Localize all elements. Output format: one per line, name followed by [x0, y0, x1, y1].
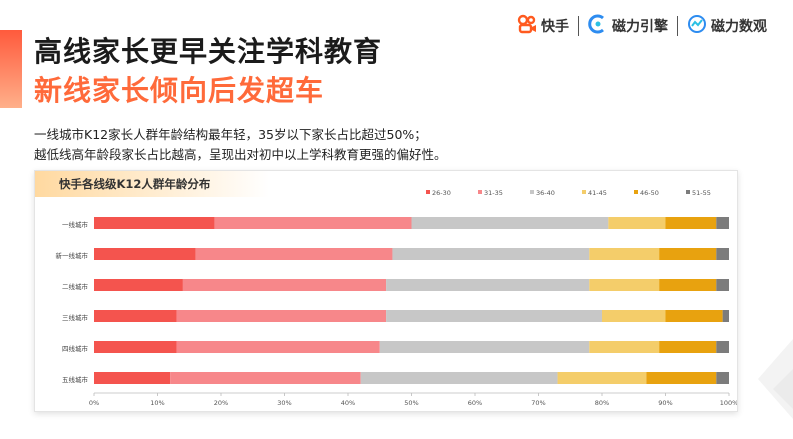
bar-segment: [360, 372, 558, 384]
bar-segment: [589, 248, 660, 260]
bar-segment: [602, 310, 666, 322]
logo-divider: [578, 16, 579, 36]
bar-segment: [176, 310, 387, 322]
cili-shuguan-logo: 磁力数观: [687, 14, 767, 38]
x-tick-label: 80%: [595, 399, 609, 407]
bar-segment: [411, 217, 609, 229]
cili-shuguan-icon: [687, 14, 707, 38]
brand-logos: 快手 磁力引擎 磁力数观: [517, 14, 767, 38]
bar-segment: [94, 217, 215, 229]
legend-label: 31-35: [484, 189, 503, 197]
legend-label: 46-50: [640, 189, 659, 197]
corner-decoration: [758, 339, 793, 419]
bar-segment: [665, 217, 717, 229]
bar-segment: [176, 341, 380, 353]
description: 一线城市K12家长人群年龄结构最年轻，35岁以下家长占比超过50%； 越低线高年…: [34, 125, 447, 165]
legend-label: 41-45: [588, 189, 607, 197]
bar-segment: [659, 341, 717, 353]
bar-segment: [608, 217, 666, 229]
kuaishou-label: 快手: [541, 19, 569, 35]
kuaishou-logo: 快手: [517, 14, 569, 38]
bar-segment: [170, 372, 361, 384]
bar-segment: [716, 279, 729, 291]
x-tick-label: 40%: [341, 399, 355, 407]
chart-title: 快手各线级K12人群年龄分布: [35, 171, 269, 197]
description-line-2: 越低线高年龄段家长占比越高，呈现出对初中以上学科教育更强的偏好性。: [34, 147, 447, 162]
bar-segment: [716, 372, 729, 384]
legend-swatch: [478, 190, 482, 194]
bar-segment: [716, 217, 729, 229]
x-tick-label: 0%: [89, 399, 99, 407]
bar-segment: [392, 248, 590, 260]
bar-segment: [589, 341, 660, 353]
legend-swatch: [582, 190, 586, 194]
bar-segment: [716, 248, 729, 260]
bar-segment: [386, 310, 602, 322]
x-tick-label: 30%: [277, 399, 291, 407]
bar-segment: [379, 341, 590, 353]
page-subtitle: 新线家长倾向后发超车: [34, 74, 325, 107]
cili-engine-icon: [588, 14, 608, 38]
bar-segment: [386, 279, 590, 291]
kuaishou-icon: [517, 14, 537, 38]
bar-segment: [665, 310, 723, 322]
legend-label: 51-55: [692, 189, 711, 197]
x-tick-label: 20%: [214, 399, 228, 407]
bar-segment: [659, 279, 717, 291]
bar-segment: [557, 372, 647, 384]
legend-label: 26-30: [432, 189, 451, 197]
legend-swatch: [634, 190, 638, 194]
category-label: 三线城市: [62, 313, 89, 322]
bar-segment: [646, 372, 717, 384]
bar-segment: [722, 310, 729, 322]
bar-segment: [182, 279, 387, 291]
category-label: 五线城市: [62, 375, 89, 384]
title-accent-bar: [0, 30, 22, 108]
x-tick-label: 90%: [658, 399, 672, 407]
bar-segment: [94, 341, 177, 353]
bar-segment: [716, 341, 729, 353]
bar-segment: [94, 248, 196, 260]
category-label: 新一线城市: [56, 251, 89, 260]
chart-card: 快手各线级K12人群年龄分布 26-30 31-35 36-40 41-45 46-50…: [34, 170, 738, 412]
legend-swatch: [426, 190, 430, 194]
x-tick-label: 70%: [531, 399, 545, 407]
bar-segment: [94, 310, 177, 322]
cili-shuguan-label: 磁力数观: [711, 19, 767, 35]
bar-segment: [94, 279, 183, 291]
cili-engine-logo: 磁力引擎: [588, 14, 668, 38]
legend-swatch: [530, 190, 534, 194]
cili-engine-label: 磁力引擎: [612, 19, 668, 35]
x-tick-label: 100%: [720, 399, 737, 407]
legend-swatch: [686, 190, 690, 194]
bar-segment: [589, 279, 660, 291]
x-tick-label: 60%: [468, 399, 482, 407]
category-label: 一线城市: [62, 220, 89, 229]
category-label: 四线城市: [62, 344, 89, 353]
bar-segment: [195, 248, 393, 260]
legend-label: 36-40: [536, 189, 555, 197]
stacked-bar-chart: 26-30 31-35 36-40 41-45 46-50 51-55 一线城市新一线城市二…: [56, 189, 738, 407]
bar-segment: [94, 372, 171, 384]
logo-divider: [677, 16, 678, 36]
x-tick-label: 50%: [404, 399, 418, 407]
description-line-1: 一线城市K12家长人群年龄结构最年轻，35岁以下家长占比超过50%；: [34, 127, 427, 142]
category-label: 二线城市: [62, 282, 89, 291]
bar-segment: [659, 248, 717, 260]
x-tick-label: 10%: [150, 399, 164, 407]
page-title: 高线家长更早关注学科教育: [34, 35, 383, 68]
bar-segment: [214, 217, 412, 229]
